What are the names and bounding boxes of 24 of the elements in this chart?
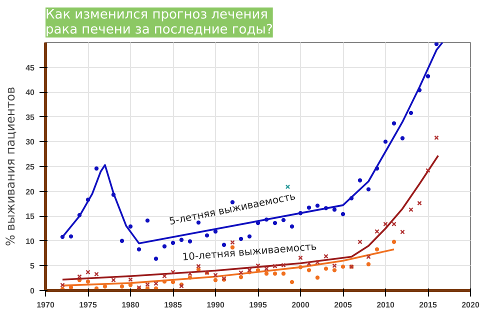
y-tick-label: 40 [26, 88, 36, 98]
y-tick-label: 15 [26, 212, 36, 222]
y-tick-label: 5 [30, 262, 36, 271]
y-tick-label: 45 [26, 63, 36, 72]
y-tick-label: 35 [26, 112, 36, 122]
x-tick-label: 1970 [36, 300, 55, 310]
annotation: 10-летняя выживаемость [182, 242, 318, 264]
x-tick-label: 2000 [292, 300, 310, 310]
x-tick-label: 1980 [122, 300, 140, 310]
chart-title: Как изменился прогноз лечения рака печени за последние годы? [46, 8, 273, 38]
x-tick-label: 1995 [249, 300, 268, 310]
x-tick-label: 1985 [164, 300, 182, 310]
x-tick-label: 2015 [419, 300, 438, 310]
y-tick-label: 25 [26, 162, 36, 172]
x-tick-label: 2010 [376, 300, 395, 310]
y-tick-label: 10 [26, 236, 36, 246]
x-tick-label: 2020 [462, 300, 480, 310]
x-tick-label: 1975 [79, 300, 98, 310]
y-tick-label: 20 [26, 187, 36, 196]
y-tick-label: 30 [26, 138, 36, 147]
y-tick-label: 0 [30, 286, 36, 296]
y-axis-title: % выживания пациентов [4, 86, 18, 246]
x-tick-label: 2005 [334, 300, 352, 310]
x-tick-label: 1990 [206, 300, 225, 310]
